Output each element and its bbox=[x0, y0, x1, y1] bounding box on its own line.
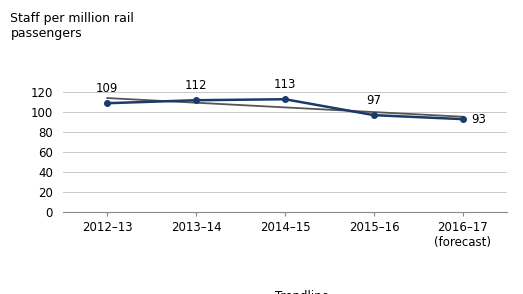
Trendline bbox=[282, 106, 288, 109]
Text: 109: 109 bbox=[96, 82, 118, 95]
Legend: Trendline: Trendline bbox=[237, 285, 333, 294]
Text: Staff per million rail
passengers: Staff per million rail passengers bbox=[10, 12, 134, 40]
Text: 97: 97 bbox=[367, 94, 381, 107]
Line: Trendline: Trendline bbox=[107, 98, 463, 117]
Trendline bbox=[104, 96, 110, 100]
Text: 93: 93 bbox=[471, 113, 486, 126]
Text: 112: 112 bbox=[185, 79, 208, 92]
Trendline bbox=[460, 115, 466, 118]
Trendline bbox=[371, 110, 377, 114]
Trendline bbox=[193, 101, 199, 104]
Text: 113: 113 bbox=[274, 78, 296, 91]
